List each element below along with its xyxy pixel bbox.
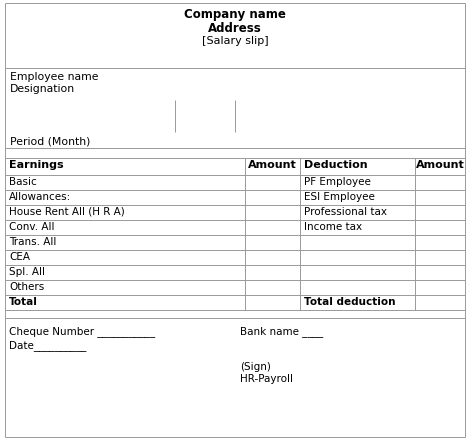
Text: Basic: Basic [9,177,37,187]
Text: Deduction: Deduction [304,160,368,170]
Text: Income tax: Income tax [304,222,362,232]
Text: Trans. All: Trans. All [9,237,56,247]
Text: CEA: CEA [9,252,30,262]
Text: ESI Employee: ESI Employee [304,192,375,202]
Text: Total deduction: Total deduction [304,297,395,307]
Text: Date__________: Date__________ [9,340,86,351]
Text: Conv. All: Conv. All [9,222,55,232]
Text: House Rent All (H R A): House Rent All (H R A) [9,207,125,217]
Text: Others: Others [9,282,44,292]
Text: (Sign): (Sign) [240,362,271,372]
Text: HR-Payroll: HR-Payroll [240,374,293,384]
Text: Employee name: Employee name [10,72,99,82]
Text: Professional tax: Professional tax [304,207,387,217]
Text: Bank name ____: Bank name ____ [240,326,323,337]
Text: Company name: Company name [184,8,286,21]
Text: Earnings: Earnings [9,160,64,170]
Text: Amount: Amount [416,160,465,170]
Text: Spl. All: Spl. All [9,267,45,277]
Text: Amount: Amount [248,160,297,170]
Text: Period (Month): Period (Month) [10,136,91,146]
Text: Cheque Number ___________: Cheque Number ___________ [9,326,155,337]
Text: Total: Total [9,297,38,307]
Text: Allowances:: Allowances: [9,192,71,202]
Text: Designation: Designation [10,84,75,94]
Text: PF Employee: PF Employee [304,177,371,187]
Text: Address: Address [208,22,262,35]
Text: [Salary slip]: [Salary slip] [202,36,268,46]
